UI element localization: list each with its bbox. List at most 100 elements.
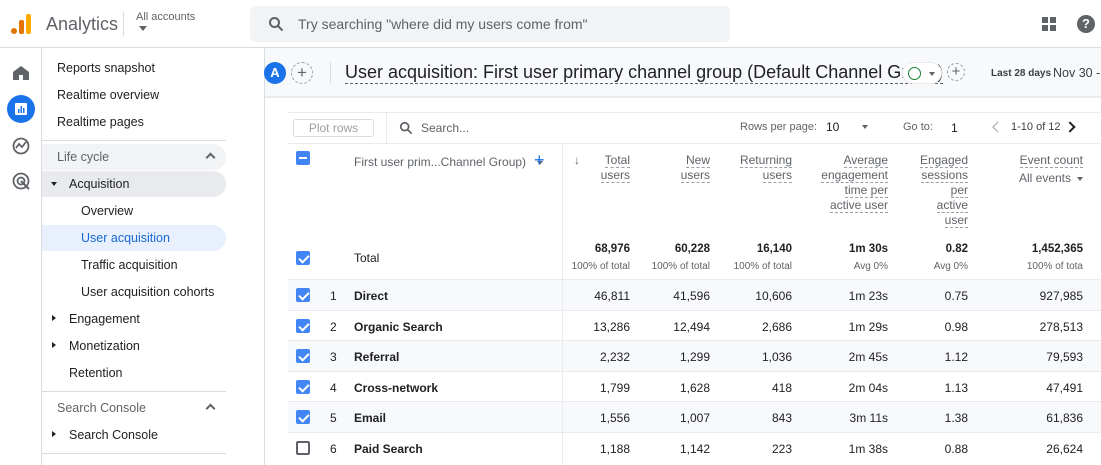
row-checkbox[interactable] [296, 288, 310, 302]
dimension-header[interactable]: First user prim...Channel Group) [354, 155, 544, 169]
pagination-label: 1-10 of 12 [1011, 121, 1061, 133]
metric-value: 2,686 [761, 319, 792, 334]
sidebar-item-user-acquisition[interactable]: User acquisition [42, 225, 226, 251]
sidebar-item-realtime-overview[interactable]: Realtime overview [57, 88, 160, 102]
chevron-up-icon [205, 403, 216, 414]
metric-value: 418 [771, 380, 792, 395]
column-header[interactable]: Engaged sessions per active user [919, 153, 968, 228]
row-checkbox[interactable] [296, 440, 310, 455]
channel-name[interactable]: Organic Search [354, 319, 443, 334]
sidebar-item-reports-snapshot[interactable]: Reports snapshot [57, 61, 155, 75]
column-header[interactable]: New users [680, 153, 710, 183]
column-header[interactable]: Total users [600, 153, 630, 183]
sidebar-item-realtime-pages[interactable]: Realtime pages [57, 115, 144, 129]
metric-value: 10,606 [755, 289, 792, 303]
account-selector[interactable]: All accounts [136, 11, 195, 31]
event-filter-select[interactable]: All events [983, 171, 1083, 186]
table-row[interactable]: 4 Cross-network 1,799 1,628 418 2m 04s 1.13 47,… [288, 370, 1101, 402]
select-all-checkbox[interactable] [296, 151, 310, 165]
reports-icon[interactable] [7, 95, 35, 123]
metric-value: 61,836 [1046, 411, 1083, 425]
metric-value: 2,232 [599, 350, 630, 364]
sort-arrow-icon[interactable]: ↓ [574, 153, 580, 167]
report-sidebar: Reports snapshot Realtime overview Realt… [42, 48, 265, 465]
table-row[interactable]: 1 Direct 46,811 41,596 10,606 1m 23s 0.75 927,9… [288, 279, 1101, 310]
channel-name[interactable]: Cross-network [354, 380, 439, 395]
chevron-up-icon [205, 152, 216, 163]
channel-name[interactable]: Email [354, 411, 387, 425]
page-title: User acquisition: First user primary cha… [345, 62, 944, 84]
sidebar-item-overview[interactable]: Overview [81, 204, 134, 218]
total-value: 1,452,365 [1031, 243, 1083, 255]
report-status-button[interactable] [902, 62, 942, 84]
table-row[interactable]: 2 Organic Search 13,286 12,494 2,686 1m 29s 0.… [288, 309, 1101, 341]
metric-value: 1,036 [761, 350, 792, 364]
goto-input[interactable]: 1 [951, 121, 958, 135]
add-button[interactable]: + [947, 63, 965, 81]
home-icon[interactable] [13, 66, 29, 80]
metric-value: 0.75 [944, 289, 968, 303]
caret-right-icon [52, 342, 56, 348]
avatar[interactable]: A [264, 62, 286, 84]
sidebar-item-traffic-acquisition[interactable]: Traffic acquisition [81, 258, 178, 272]
advertising-icon[interactable] [12, 172, 30, 190]
column-header[interactable]: Event count All events [983, 153, 1083, 186]
row-checkbox[interactable] [296, 349, 310, 363]
plot-rows-button[interactable]: Plot rows [293, 119, 374, 137]
chevron-down-icon [862, 125, 868, 129]
total-subtext: 100% of total [733, 261, 792, 272]
help-icon[interactable]: ? [1077, 15, 1095, 33]
date-range-label[interactable]: Last 28 days [991, 68, 1052, 79]
total-value: 16,140 [756, 243, 792, 255]
table-row[interactable]: 3 Referral 2,232 1,299 1,036 2m 45s 1.12 79,593 [288, 340, 1101, 371]
search-bar[interactable]: Try searching "where did my users come f… [250, 6, 730, 42]
rows-per-page-label: Rows per page: [740, 121, 818, 133]
channel-name[interactable]: Paid Search [354, 441, 423, 456]
total-checkbox[interactable] [296, 251, 310, 265]
metric-value: 46,811 [594, 289, 630, 303]
table-row[interactable]: 5 Email 1,556 1,007 843 3m 11s 1.38 61,836 [288, 401, 1101, 432]
report-header: A + User acquisition: First user primary… [264, 48, 1101, 98]
sidebar-item-monetization[interactable]: Monetization [42, 333, 226, 359]
sidebar-item-search-console[interactable]: Search Console [42, 422, 226, 448]
next-page-icon[interactable] [1064, 121, 1076, 133]
goto-label: Go to: [903, 121, 933, 133]
caret-right-icon [52, 431, 56, 437]
column-header[interactable]: Average engagement time per active user [821, 153, 888, 213]
apps-grid-icon[interactable] [1042, 17, 1056, 31]
sidebar-item-user-acquisition-cohorts[interactable]: User acquisition cohorts [81, 285, 215, 299]
row-checkbox[interactable] [296, 410, 310, 424]
metric-value: 12,494 [673, 319, 710, 334]
sidebar-item-acquisition[interactable]: Acquisition [42, 171, 226, 197]
channel-name[interactable]: Referral [354, 350, 400, 364]
explore-icon[interactable] [12, 137, 30, 155]
rows-per-page-select[interactable]: 10 [826, 120, 874, 134]
metric-value: 1,628 [679, 380, 710, 395]
date-range[interactable]: Nov 30 - D [1053, 66, 1101, 80]
section-life-cycle[interactable]: Life cycle [42, 144, 226, 170]
metric-value: 1m 38s [848, 441, 888, 456]
table-row[interactable]: 6 Paid Search 1,188 1,142 223 1m 38s 0.88 26,62… [288, 431, 1101, 463]
section-search-console[interactable]: Search Console [42, 395, 226, 421]
metric-value: 223 [771, 441, 792, 456]
total-subtext: 100% of total [651, 261, 710, 272]
sidebar-item-engagement[interactable]: Engagement [42, 306, 226, 332]
row-checkbox[interactable] [296, 318, 310, 333]
add-comparison-button[interactable]: + [291, 62, 313, 84]
search-placeholder: Try searching "where did my users come f… [298, 16, 588, 32]
metric-value: 1,799 [599, 380, 630, 395]
row-number: 2 [330, 319, 337, 334]
analytics-logo[interactable] [11, 14, 33, 34]
sidebar-item-retention[interactable]: Retention [69, 366, 123, 380]
row-checkbox[interactable] [296, 379, 310, 394]
metric-value: 3m 11s [849, 411, 888, 425]
channel-name[interactable]: Direct [354, 289, 389, 303]
row-number: 1 [330, 289, 337, 303]
add-dimension-button[interactable]: + [534, 150, 545, 170]
chevron-down-icon [929, 72, 935, 76]
metric-value: 843 [771, 411, 792, 425]
total-value: 1m 30s [848, 243, 888, 255]
prev-page-icon[interactable] [992, 121, 1004, 133]
column-header[interactable]: Returning users [739, 153, 792, 183]
table-search-input[interactable]: Search... [421, 121, 470, 135]
